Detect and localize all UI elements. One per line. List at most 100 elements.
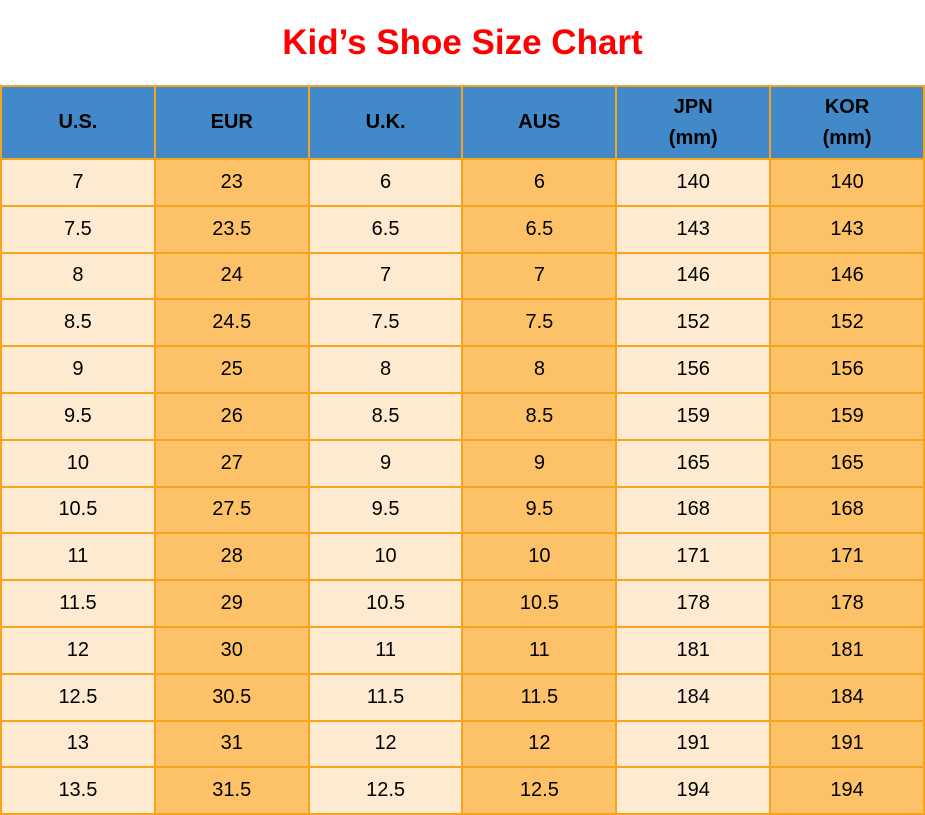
table-cell: 10 <box>461 532 618 582</box>
header-label: JPN <box>673 95 713 118</box>
table-cell: 156 <box>615 345 772 394</box>
table-cell: 10.5 <box>461 579 618 628</box>
table-cell: 194 <box>615 766 772 815</box>
table-cell: 31 <box>153 719 310 769</box>
header-cell-us: U.S. <box>0 85 156 160</box>
table-cell: 7 <box>0 158 156 207</box>
table-cell: 27.5 <box>153 485 310 535</box>
table-row: 11.5 29 10.5 10.5 178 178 <box>0 579 925 628</box>
table-cell: 9 <box>461 438 618 488</box>
table-cell: 143 <box>769 204 925 254</box>
table-cell: 8 <box>0 251 156 301</box>
table-cell: 168 <box>769 485 925 535</box>
table-cell: 13.5 <box>0 766 156 815</box>
table-cell: 140 <box>615 158 772 207</box>
table-row: 8 24 7 7 146 146 <box>0 251 925 301</box>
table-cell: 181 <box>615 625 772 675</box>
table-cell: 191 <box>615 719 772 769</box>
table-cell: 178 <box>615 579 772 628</box>
header-cell-eur: EUR <box>153 85 310 160</box>
table-cell: 152 <box>769 298 925 348</box>
header-unit: (mm) <box>822 126 872 149</box>
table-cell: 10 <box>0 438 156 488</box>
table-cell: 10.5 <box>0 485 156 535</box>
table-row: 13.5 31.5 12.5 12.5 194 194 <box>0 766 925 815</box>
table-cell: 7 <box>307 251 464 301</box>
table-cell: 12 <box>307 719 464 769</box>
table-row: 7.5 23.5 6.5 6.5 143 143 <box>0 204 925 254</box>
table-cell: 12.5 <box>307 766 464 815</box>
table-row: 9.5 26 8.5 8.5 159 159 <box>0 391 925 441</box>
table-cell: 6.5 <box>307 204 464 254</box>
table-cell: 184 <box>615 672 772 722</box>
header-label: AUS <box>518 111 561 133</box>
header-cell-aus: AUS <box>461 85 618 160</box>
header-label: U.K. <box>365 111 406 133</box>
table-cell: 9 <box>307 438 464 488</box>
table-cell: 31.5 <box>153 766 310 815</box>
table-cell: 24.5 <box>153 298 310 348</box>
table-cell: 152 <box>615 298 772 348</box>
table-cell: 159 <box>615 391 772 441</box>
table-cell: 23.5 <box>153 204 310 254</box>
table-cell: 165 <box>769 438 925 488</box>
table-cell: 156 <box>769 345 925 394</box>
table-row: 8.5 24.5 7.5 7.5 152 152 <box>0 298 925 348</box>
table-cell: 6.5 <box>461 204 618 254</box>
table-cell: 27 <box>153 438 310 488</box>
header-label: EUR <box>210 111 253 133</box>
table-body: 7 23 6 6 140 140 7.5 23.5 6.5 6.5 143 143 8 24 7 7 146 14… <box>0 158 925 815</box>
header-cell-uk: U.K. <box>307 85 464 160</box>
table-cell: 171 <box>769 532 925 582</box>
table-cell: 8.5 <box>461 391 618 441</box>
table-cell: 191 <box>769 719 925 769</box>
table-row: 10.5 27.5 9.5 9.5 168 168 <box>0 485 925 535</box>
table-cell: 23 <box>153 158 310 207</box>
table-row: 11 28 10 10 171 171 <box>0 532 925 582</box>
header-cell-kor: KOR (mm) <box>769 85 925 160</box>
table-cell: 9.5 <box>0 391 156 441</box>
table-cell: 146 <box>769 251 925 301</box>
table-row: 9 25 8 8 156 156 <box>0 345 925 394</box>
table-cell: 143 <box>615 204 772 254</box>
table-cell: 11.5 <box>461 672 618 722</box>
table-cell: 146 <box>615 251 772 301</box>
table-cell: 11.5 <box>307 672 464 722</box>
table-row: 12 30 11 11 181 181 <box>0 625 925 675</box>
table-cell: 6 <box>307 158 464 207</box>
table-cell: 28 <box>153 532 310 582</box>
table-cell: 12.5 <box>461 766 618 815</box>
header-unit: (mm) <box>668 126 718 149</box>
table-cell: 7.5 <box>461 298 618 348</box>
table-header: U.S. EUR U.K. AUS JPN (mm) <box>0 85 925 160</box>
table-cell: 30.5 <box>153 672 310 722</box>
table-cell: 9 <box>0 345 156 394</box>
table-cell: 8.5 <box>307 391 464 441</box>
table-cell: 11 <box>0 532 156 582</box>
table-cell: 7 <box>461 251 618 301</box>
table-row: 12.5 30.5 11.5 11.5 184 184 <box>0 672 925 722</box>
table-cell: 8 <box>461 345 618 394</box>
table-cell: 29 <box>153 579 310 628</box>
table-cell: 140 <box>769 158 925 207</box>
table-row: 13 31 12 12 191 191 <box>0 719 925 769</box>
table-cell: 178 <box>769 579 925 628</box>
header-label: U.S. <box>58 111 98 133</box>
table-cell: 8 <box>307 345 464 394</box>
table-cell: 7.5 <box>307 298 464 348</box>
table-cell: 13 <box>0 719 156 769</box>
table-cell: 6 <box>461 158 618 207</box>
table-cell: 10 <box>307 532 464 582</box>
table-cell: 12 <box>0 625 156 675</box>
header-cell-jpn: JPN (mm) <box>615 85 772 160</box>
table-row: 10 27 9 9 165 165 <box>0 438 925 488</box>
table-cell: 181 <box>769 625 925 675</box>
table-cell: 26 <box>153 391 310 441</box>
table-cell: 9.5 <box>307 485 464 535</box>
table-cell: 24 <box>153 251 310 301</box>
table-cell: 12.5 <box>0 672 156 722</box>
header-row: U.S. EUR U.K. AUS JPN (mm) <box>0 85 925 160</box>
table-cell: 10.5 <box>307 579 464 628</box>
table-cell: 25 <box>153 345 310 394</box>
